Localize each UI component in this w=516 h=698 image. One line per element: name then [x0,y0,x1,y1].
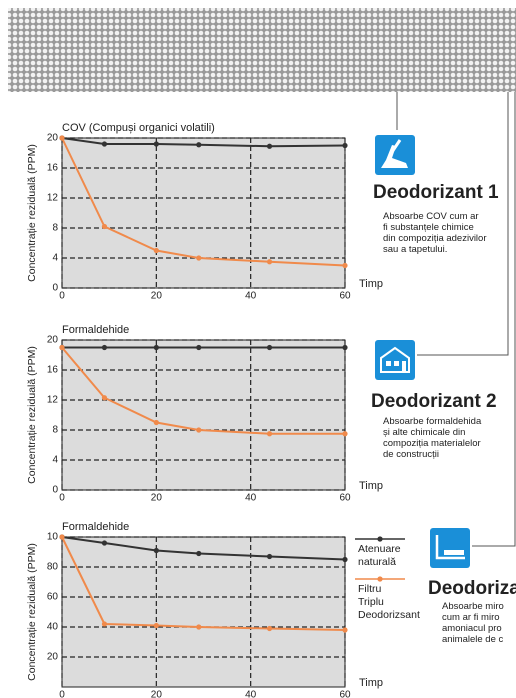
panel-text: din compoziția adezivilor [383,233,487,244]
data-point [196,427,201,432]
panel-text: animalele de c [442,634,503,645]
data-point [196,551,201,556]
y-tick-label: 20 [47,335,59,346]
plot-area [62,537,345,687]
y-tick-label: 20 [47,133,59,144]
data-point [196,345,201,350]
data-point [102,345,107,350]
y-tick-label: 60 [47,592,59,603]
legend-marker [377,576,382,581]
panel-text: de construcții [383,449,439,460]
data-point [154,141,159,146]
x-tick-label: 60 [339,291,351,302]
chart-title: Formaldehide [62,521,129,533]
x-axis-label: Timp [359,480,383,492]
data-point [196,142,201,147]
y-tick-label: 8 [52,425,58,436]
data-point [342,431,347,436]
connector [472,92,515,546]
data-point [102,540,107,545]
data-point [267,345,272,350]
data-point [102,395,107,400]
x-tick-label: 40 [245,690,257,698]
x-tick-label: 0 [59,493,65,504]
x-tick-label: 0 [59,690,65,698]
y-tick-label: 0 [52,485,58,496]
panel-title: Deodorizant 2 [371,391,497,413]
y-tick-label: 12 [47,193,59,204]
data-point [342,627,347,632]
x-tick-label: 40 [245,291,257,302]
x-tick-label: 60 [339,690,351,698]
y-tick-label: 4 [52,253,58,264]
data-point [154,248,159,253]
legend-label: Filtru Triplu Deodorizsant [358,583,398,622]
data-point [267,626,272,631]
panel-text: Absoarbe COV cum ar [383,211,479,222]
x-tick-label: 0 [59,291,65,302]
y-tick-label: 10 [47,532,59,543]
panel-text: cum ar fi miro [442,612,500,623]
x-tick-label: 20 [151,690,163,698]
panel-title: Deodorizant 1 [373,182,499,204]
data-point [196,255,201,260]
y-tick-label: 4 [52,455,58,466]
data-point [59,135,64,140]
data-point [267,431,272,436]
y-tick-label: 16 [47,163,59,174]
y-tick-label: 0 [52,283,58,294]
y-tick-label: 8 [52,223,58,234]
x-tick-label: 60 [339,493,351,504]
data-point [342,263,347,268]
panel-text: Absoarbe miro [442,601,504,612]
y-tick-label: 40 [47,622,59,633]
y-tick-label: 12 [47,395,59,406]
chart-title: Formaldehide [62,324,129,336]
data-point [154,345,159,350]
legend-label: Atenuare naturală [358,543,408,569]
x-tick-label: 20 [151,291,163,302]
y-tick-label: 16 [47,365,59,376]
panel-text: amoniacul pro [442,623,502,634]
panel-title: Deodoriza [428,578,516,600]
data-point [342,143,347,148]
data-point [196,624,201,629]
data-point [102,621,107,626]
panel-text: compoziția materialelor [383,438,481,449]
legend-marker [377,536,382,541]
plot-area [62,138,345,288]
data-point [102,141,107,146]
y-axis-label: Concentrație reziduală (PPM) [26,543,38,681]
data-point [342,345,347,350]
data-point [154,420,159,425]
x-tick-label: 40 [245,493,257,504]
chart-title: COV (Compuși organici volatili) [62,122,215,134]
panel-text: fi substanțele chimice [383,222,474,233]
plot-area [62,340,345,490]
data-point [59,345,64,350]
page: COV (Compuși organici volatili) Concentra… [0,0,516,698]
x-axis-label: Timp [359,677,383,689]
data-point [342,557,347,562]
x-tick-label: 20 [151,493,163,504]
data-point [267,554,272,559]
data-point [267,259,272,264]
data-point [154,623,159,628]
panel-text: și alte chimicale din [383,427,465,438]
x-axis-label: Timp [359,278,383,290]
panel-text: Absoarbe formaldehida [383,416,481,427]
filter-texture [8,8,516,92]
data-point [59,534,64,539]
y-axis-label: Concentrație reziduală (PPM) [26,346,38,484]
icon [375,135,415,175]
data-point [102,224,107,229]
y-tick-label: 80 [47,562,59,573]
data-point [154,548,159,553]
panel-text: sau a tapetului. [383,244,447,255]
y-axis-label: Concentrație reziduală (PPM) [26,144,38,282]
y-tick-label: 20 [47,652,59,663]
data-point [267,144,272,149]
icon [430,528,470,568]
icon [375,340,415,380]
